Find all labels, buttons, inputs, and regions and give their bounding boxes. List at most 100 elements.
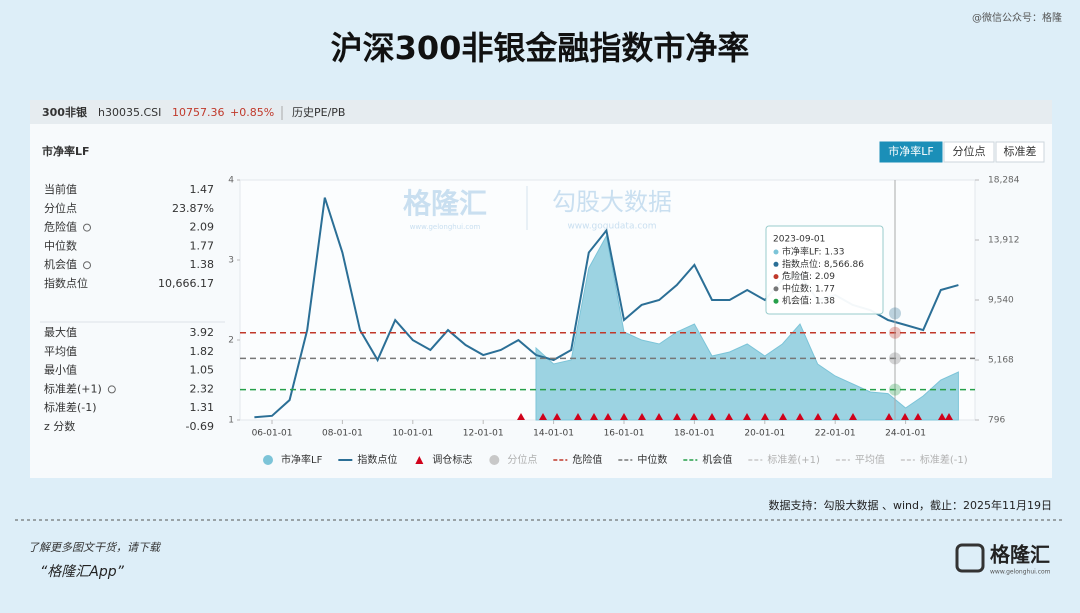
- cursor-dot: [889, 352, 901, 365]
- y2-tick-label: 13,912: [988, 236, 1020, 246]
- footer-logo: 格隆汇: [990, 543, 1050, 567]
- tab[interactable]: [879, 141, 943, 163]
- rebalance-marker: [590, 413, 598, 420]
- stat-value: 1.05: [190, 364, 215, 377]
- x-tick-label: 16-01-01: [604, 429, 645, 439]
- legend-label[interactable]: 分位点: [507, 453, 537, 466]
- watermark-top: @微信公众号：格隆: [972, 11, 1062, 24]
- rebalance-marker: [517, 413, 525, 420]
- x-tick-label: 24-01-01: [885, 429, 926, 439]
- cursor-dot: [889, 326, 901, 339]
- x-tick-label: 22-01-01: [815, 429, 856, 439]
- y-tick-label: 4: [228, 176, 234, 186]
- rebalance-marker: [708, 413, 716, 420]
- rebalance-marker: [938, 413, 946, 420]
- y2-tick-label: 796: [988, 416, 1005, 426]
- rebalance-marker: [655, 413, 663, 420]
- stat-label: 平均值: [44, 345, 77, 358]
- stat-value: 2.32: [190, 382, 215, 395]
- rebalance-marker: [832, 413, 840, 420]
- x-tick-label: 20-01-01: [744, 429, 785, 439]
- rebalance-marker: [761, 413, 769, 420]
- logo-icon: [955, 543, 985, 573]
- rebalance-marker: [690, 413, 698, 420]
- tooltip-row: 危险值: 2.09: [782, 270, 835, 282]
- stat-label: 分位点: [44, 201, 77, 215]
- panel-title: 市净率LF: [42, 144, 90, 158]
- legend-label[interactable]: 标准差(+1): [767, 453, 820, 466]
- x-tick-label: 12-01-01: [463, 429, 504, 439]
- rebalance-marker: [638, 413, 646, 420]
- stat-value: 1.77: [190, 239, 215, 252]
- legend-label[interactable]: 机会值: [702, 453, 732, 466]
- stat-value: 1.31: [190, 401, 215, 414]
- rebalance-marker: [725, 413, 733, 420]
- stat-value: 10,666.17: [158, 277, 214, 290]
- rebalance-marker: [945, 413, 953, 420]
- stat-label: 中位数: [44, 238, 77, 252]
- stat-label: z 分数: [44, 420, 75, 433]
- tooltip-box: [765, 225, 884, 315]
- pb-area: [535, 234, 959, 421]
- tooltip-row: 机会值: 1.38: [782, 295, 835, 307]
- y-tick-label: 3: [228, 256, 234, 266]
- y-tick-label: 1: [228, 416, 234, 426]
- legend-symbol: [415, 456, 424, 464]
- x-tick-label: 10-01-01: [392, 429, 433, 439]
- rebalance-marker: [885, 413, 893, 420]
- tab-label[interactable]: 市净率LF: [888, 144, 933, 158]
- rebalance-marker: [539, 413, 547, 420]
- stat-label: 机会值: [44, 257, 77, 271]
- tooltip-dot: [773, 274, 779, 280]
- cursor-dot: [889, 383, 901, 396]
- stat-label: 最小值: [44, 364, 77, 377]
- rebalance-marker: [574, 413, 582, 420]
- stat-label: 危险值: [44, 220, 77, 234]
- watermark-brand: 格隆汇: [403, 187, 487, 220]
- legend-label[interactable]: 危险值: [572, 453, 602, 466]
- tab[interactable]: [995, 141, 1045, 163]
- tooltip-row: 市净率LF: 1.33: [782, 246, 844, 258]
- footer-promo: 了解更多图文干货，请下载: [28, 541, 162, 554]
- stat-label: 最大值: [44, 325, 77, 339]
- stat-value: 1.82: [190, 345, 215, 358]
- legend-label[interactable]: 中位数: [637, 453, 667, 466]
- quote-code: h30035.CSI: [98, 106, 161, 119]
- tooltip-date: 2023-09-01: [773, 235, 825, 245]
- rebalance-marker: [779, 413, 787, 420]
- quote-tab: 历史PE/PB: [292, 106, 345, 119]
- stat-value: 1.38: [190, 258, 215, 271]
- legend-label[interactable]: 平均值: [855, 453, 885, 466]
- rebalance-marker: [743, 413, 751, 420]
- gear-icon: [83, 261, 91, 270]
- tooltip-dot: [773, 298, 779, 304]
- x-tick-label: 14-01-01: [533, 429, 574, 439]
- rebalance-marker: [553, 413, 561, 420]
- rebalance-marker: [849, 413, 857, 420]
- stat-value: 3.92: [190, 326, 215, 339]
- title: 沪深300非银金融指数市净率: [331, 29, 750, 67]
- stat-label: 标准差(+1): [44, 381, 102, 395]
- y2-tick-label: 18,284: [988, 176, 1020, 186]
- quote-price: 10757.36: [172, 106, 225, 119]
- rebalance-marker: [914, 413, 922, 420]
- tab[interactable]: [943, 141, 995, 163]
- legend-label[interactable]: 市净率LF: [281, 453, 323, 466]
- rebalance-marker: [796, 413, 804, 420]
- tab-label[interactable]: 分位点: [953, 144, 986, 158]
- rebalance-marker: [604, 413, 612, 420]
- watermark-source: 勾股大数据: [552, 188, 672, 216]
- legend-symbol: [489, 455, 500, 465]
- card-header: [30, 100, 1052, 124]
- legend-label[interactable]: 指数点位: [357, 453, 397, 466]
- watermark-source-site: www.gogudata.com: [567, 222, 656, 232]
- y2-tick-label: 5,168: [988, 356, 1014, 366]
- x-tick-label: 18-01-01: [674, 429, 715, 439]
- tab-label[interactable]: 标准差: [1004, 144, 1037, 158]
- legend-label[interactable]: 标准差(-1): [920, 453, 968, 466]
- stat-value: 2.09: [190, 221, 215, 234]
- gear-icon: [107, 385, 116, 394]
- footer-app: “格隆汇App”: [40, 564, 125, 580]
- legend-label[interactable]: 调仓标志: [432, 453, 472, 466]
